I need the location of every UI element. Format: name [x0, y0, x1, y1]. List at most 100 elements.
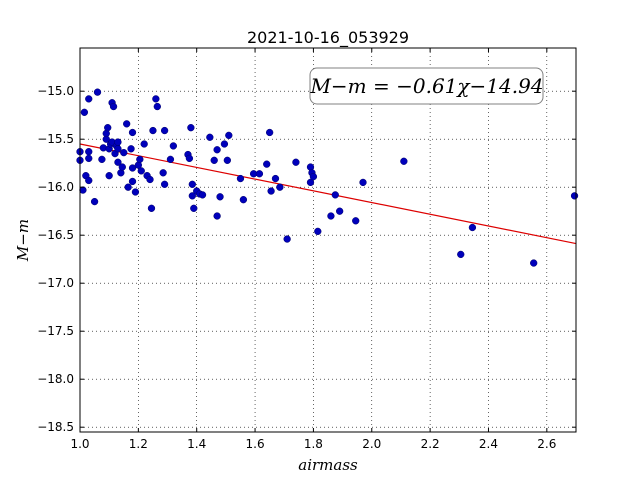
x-axis-label: airmass: [298, 456, 358, 474]
data-point: [114, 145, 122, 153]
x-tick-label: 1.6: [246, 437, 265, 451]
data-point: [185, 154, 194, 163]
x-tick-label: 1.4: [187, 437, 206, 451]
data-point: [400, 157, 408, 165]
data-point: [239, 196, 248, 204]
data-point: [85, 176, 93, 185]
data-point: [123, 120, 131, 128]
data-point: [114, 158, 122, 166]
data-point: [292, 158, 300, 166]
y-tick-label: −16.0: [37, 180, 74, 194]
data-point: [128, 164, 137, 172]
data-point: [114, 138, 122, 146]
data-point: [79, 186, 87, 194]
y-tick-label: −18.0: [37, 372, 74, 386]
data-point: [166, 155, 175, 164]
data-point: [136, 155, 144, 164]
data-point: [457, 250, 465, 259]
y-tick-label: −18.5: [37, 420, 74, 434]
data-point: [160, 126, 169, 135]
data-point: [128, 128, 137, 137]
fit-line: [79, 143, 577, 245]
data-point: [265, 128, 274, 137]
data-point: [159, 169, 167, 177]
data-point: [306, 178, 315, 187]
data-point: [314, 227, 322, 236]
data-point: [530, 259, 538, 267]
x-tick-label: 2.0: [362, 437, 381, 451]
data-point: [131, 188, 140, 196]
data-point: [336, 207, 344, 215]
x-tick-label: 2.4: [479, 437, 498, 451]
plot-area: [80, 48, 576, 432]
data-point: [90, 197, 99, 206]
data-point: [93, 88, 102, 96]
annotation-text: M−m = −0.61χ−14.94: [309, 74, 543, 98]
data-point: [213, 212, 221, 220]
data-point: [327, 212, 335, 220]
chart-title: 2021-10-16_053929: [247, 28, 409, 48]
data-point: [109, 102, 118, 111]
fit-annotation: M−m = −0.61χ−14.94: [309, 67, 544, 105]
x-tick-label: 2.2: [421, 437, 440, 451]
data-point: [128, 177, 137, 186]
data-point: [104, 124, 112, 132]
annotation-box: [309, 67, 544, 105]
data-point: [255, 170, 264, 178]
y-tick-label: −16.5: [37, 228, 74, 242]
data-point: [283, 235, 291, 243]
data-point: [267, 187, 275, 195]
data-point: [468, 223, 477, 232]
data-point: [85, 154, 93, 163]
data-point: [210, 156, 218, 164]
axis-ticks: 1.0 1.2 1.4 1.6 1.8 2.0 2.2 2.4 2.6 −15.0 −15.5 −16…: [37, 48, 576, 451]
y-tick-label: −17.0: [37, 276, 74, 290]
data-point: [146, 175, 154, 184]
data-point: [220, 140, 229, 148]
data-point: [85, 148, 93, 156]
data-point: [198, 191, 207, 199]
data-point: [276, 183, 284, 191]
data-point: [152, 95, 160, 103]
grid-lines: [79, 48, 576, 432]
data-point: [213, 146, 221, 154]
data-point: [331, 191, 339, 199]
data-point: [359, 178, 367, 187]
data-point: [137, 167, 145, 175]
data-point: [153, 102, 161, 111]
data-point: [147, 204, 156, 212]
data-point: [140, 140, 148, 148]
y-tick-label: −15.5: [37, 132, 74, 146]
data-point: [188, 192, 196, 200]
data-point: [236, 174, 245, 183]
data-point: [118, 163, 126, 171]
data-point: [309, 172, 318, 181]
x-tick-label: 1.0: [70, 437, 89, 451]
data-point: [98, 155, 106, 164]
fit-line-group: [79, 143, 577, 245]
data-point: [169, 142, 178, 150]
data-point: [80, 108, 89, 116]
plot-frame: [79, 47, 577, 433]
x-tick-label: 1.8: [304, 437, 323, 451]
data-point: [160, 180, 169, 188]
data-point: [271, 174, 280, 183]
y-tick-label: −15.0: [37, 84, 74, 98]
data-point: [188, 180, 196, 188]
data-point: [225, 131, 233, 140]
data-point: [105, 172, 113, 180]
data-point: [216, 193, 224, 201]
data-point: [206, 133, 214, 141]
data-point: [187, 124, 195, 132]
y-axis-label: M−m: [14, 219, 32, 262]
x-tick-label: 1.2: [129, 437, 148, 451]
data-point: [352, 217, 360, 225]
x-tick-label: 2.6: [537, 437, 556, 451]
data-point: [223, 156, 231, 164]
data-point: [85, 95, 93, 103]
data-point: [190, 204, 198, 212]
data-point: [570, 192, 579, 200]
data-points: [76, 88, 579, 267]
data-point: [120, 148, 128, 157]
